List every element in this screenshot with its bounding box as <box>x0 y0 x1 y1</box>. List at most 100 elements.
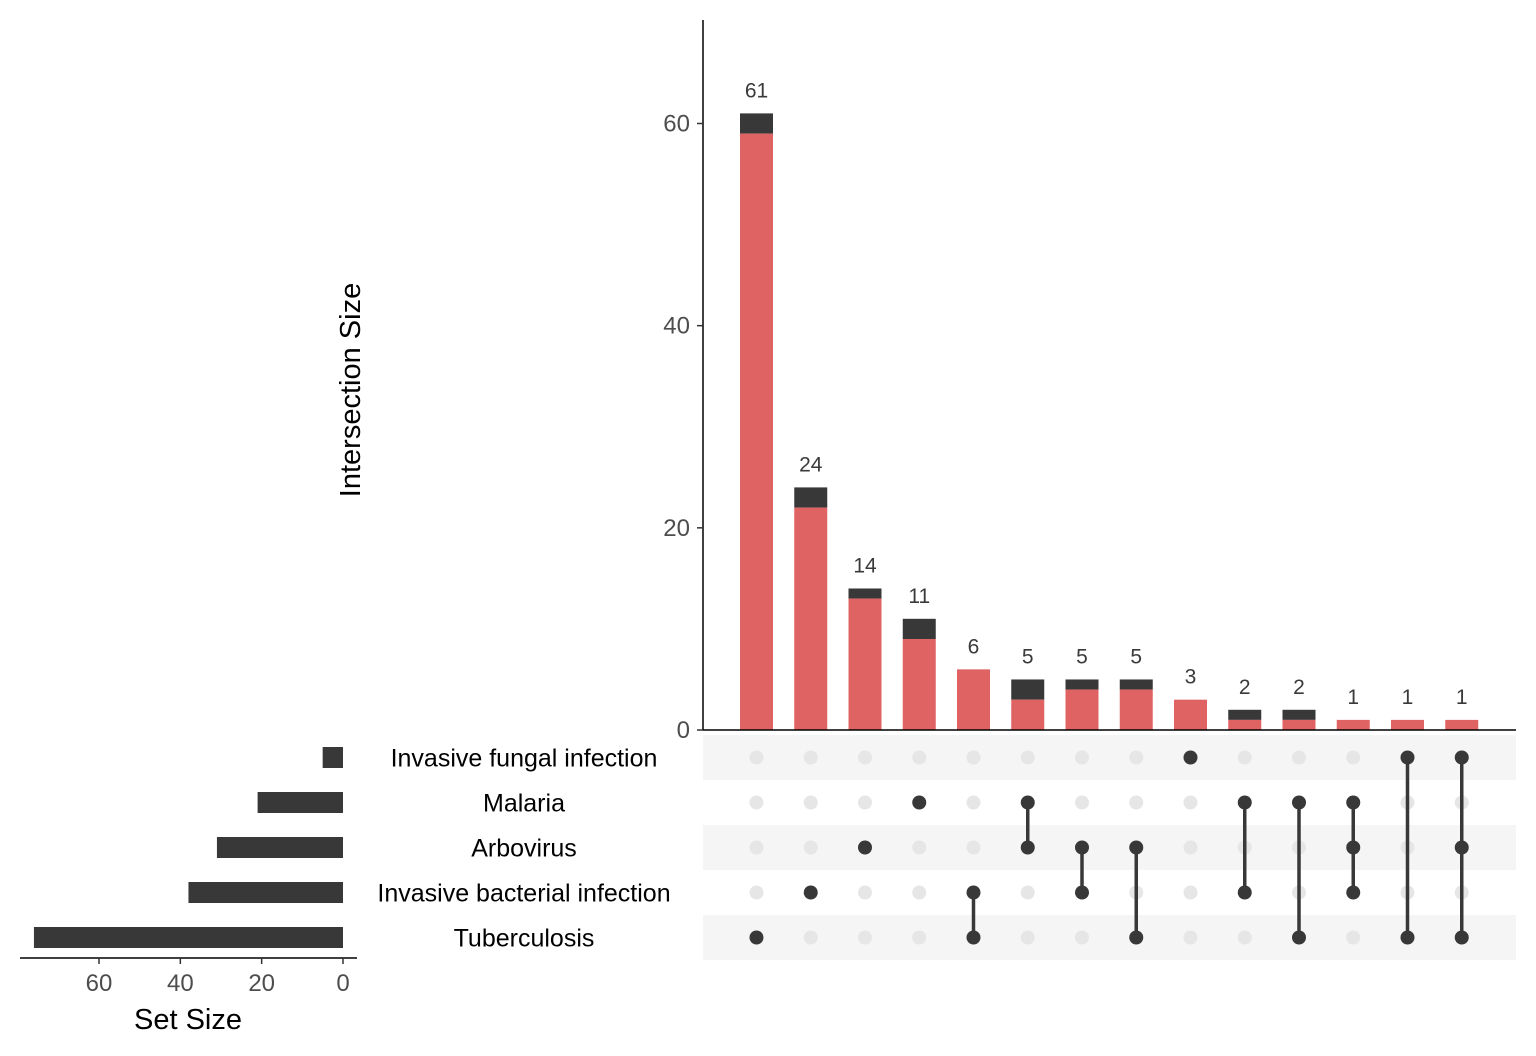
matrix-dot-inactive <box>1075 795 1089 810</box>
matrix-dot-inactive <box>1346 930 1361 945</box>
matrix-dot-active <box>1346 885 1361 900</box>
matrix-dot-active <box>1346 795 1361 810</box>
intersection-bar-label: 1 <box>1402 686 1414 709</box>
matrix-dot-inactive <box>912 885 927 900</box>
matrix-dot-inactive <box>858 885 872 900</box>
matrix-dot-active <box>1129 840 1144 855</box>
matrix-dot-active <box>1020 840 1035 855</box>
intersection-bar-dark <box>1228 709 1262 720</box>
matrix-dot-inactive <box>966 750 981 765</box>
intersection-bar-label: 2 <box>1293 676 1305 699</box>
matrix-dot-inactive <box>858 750 872 765</box>
y-tick-label: 20 <box>663 515 690 542</box>
matrix-dot-inactive <box>1129 750 1144 765</box>
matrix-dot-inactive <box>749 795 764 810</box>
set-size-bar <box>216 837 343 858</box>
matrix-dot-inactive <box>803 750 818 765</box>
intersection-bar-highlight <box>794 507 828 730</box>
matrix-dot-inactive <box>1129 795 1144 810</box>
matrix-dot-inactive <box>803 840 818 855</box>
matrix-dot-inactive <box>1292 750 1306 765</box>
x-tick-label: 20 <box>248 970 275 997</box>
intersection-bar-highlight <box>1065 689 1099 730</box>
matrix-dot-inactive <box>1020 885 1035 900</box>
intersection-bar-label: 14 <box>853 554 877 577</box>
axes <box>20 20 1516 959</box>
intersection-bar-label: 6 <box>968 635 980 658</box>
set-label: Invasive fungal infection <box>391 745 658 773</box>
intersection-axis-title: Intersection Size <box>335 283 367 497</box>
matrix-dot-active <box>1292 930 1306 945</box>
axis-ticks: 0 20 40 60 60 40 20 0 <box>86 111 703 997</box>
matrix-dot-inactive <box>1183 885 1198 900</box>
intersection-bar-highlight <box>1391 719 1424 730</box>
matrix-dot-active <box>1129 930 1144 945</box>
intersection-bar-dark <box>902 618 936 640</box>
matrix-dot-active <box>1020 795 1035 810</box>
x-tick-label: 60 <box>86 970 113 997</box>
intersection-bar-highlight <box>1445 719 1479 730</box>
x-tick-label: 0 <box>336 970 349 997</box>
matrix-dot-active <box>1454 840 1469 855</box>
intersection-bar-label: 24 <box>799 453 823 476</box>
matrix-dot-inactive <box>912 750 927 765</box>
matrix-dot-active <box>966 930 981 945</box>
matrix-stripe-0 <box>703 735 1516 780</box>
matrix-dot-active <box>1454 750 1469 765</box>
y-tick-label: 0 <box>677 717 690 744</box>
matrix-dot-active <box>749 930 764 945</box>
intersection-bar-label: 2 <box>1239 676 1251 699</box>
intersection-bar-label: 3 <box>1185 666 1197 689</box>
matrix-stripe-2 <box>703 825 1516 870</box>
matrix-dot-active <box>1075 885 1089 900</box>
matrix-dot-inactive <box>1237 930 1252 945</box>
intersection-bar-highlight <box>1336 719 1370 730</box>
set-size-bars: Invasive fungal infection Malaria Arboviru… <box>33 745 671 953</box>
intersection-bar-dark <box>740 113 773 134</box>
intersection-bar-highlight <box>1228 719 1262 730</box>
matrix-dot-inactive <box>1020 930 1035 945</box>
matrix-dot-inactive <box>1346 750 1361 765</box>
set-label: Tuberculosis <box>454 925 595 953</box>
matrix-dot-inactive <box>912 840 927 855</box>
x-tick-label: 40 <box>167 970 194 997</box>
matrix-dot-active <box>803 885 818 900</box>
intersection-bar-dark <box>848 588 882 599</box>
membership-matrix <box>749 750 1469 945</box>
matrix-dot-active <box>1454 930 1469 945</box>
intersection-bar-highlight <box>902 639 936 730</box>
matrix-dot-active <box>1237 795 1252 810</box>
intersection-bar-highlight <box>1282 719 1316 730</box>
set-label: Malaria <box>483 790 565 818</box>
matrix-stripes <box>703 735 1516 960</box>
intersection-bar-dark <box>794 487 828 508</box>
intersection-bar-highlight <box>1011 699 1045 730</box>
matrix-dot-active <box>1237 885 1252 900</box>
matrix-dot-inactive <box>966 840 981 855</box>
matrix-dot-inactive <box>912 930 927 945</box>
intersection-bar-label: 5 <box>1076 645 1088 668</box>
intersection-bar-highlight <box>848 598 882 730</box>
set-label: Invasive bacterial infection <box>377 880 670 908</box>
matrix-dot-active <box>1346 840 1361 855</box>
matrix-dot-active <box>1400 750 1415 765</box>
matrix-dot-inactive <box>966 795 981 810</box>
intersection-bar-label: 61 <box>745 79 768 102</box>
set-size-axis-title: Set Size <box>134 1004 242 1036</box>
matrix-dot-active <box>1292 795 1306 810</box>
intersection-bar-highlight <box>1119 689 1153 730</box>
matrix-dot-inactive <box>1075 930 1089 945</box>
y-tick-label: 60 <box>663 111 690 138</box>
matrix-dot-active <box>858 840 872 855</box>
matrix-dot-active <box>1075 840 1089 855</box>
intersection-bar-label: 5 <box>1022 645 1034 668</box>
matrix-dot-inactive <box>858 795 872 810</box>
intersection-bar-dark <box>1011 679 1045 700</box>
matrix-stripe-4 <box>703 915 1516 960</box>
set-size-bar <box>33 927 343 948</box>
intersection-bar-highlight <box>957 669 990 730</box>
matrix-dot-inactive <box>803 795 818 810</box>
intersection-bar-highlight <box>740 133 773 730</box>
intersection-bar-dark <box>1065 679 1099 690</box>
